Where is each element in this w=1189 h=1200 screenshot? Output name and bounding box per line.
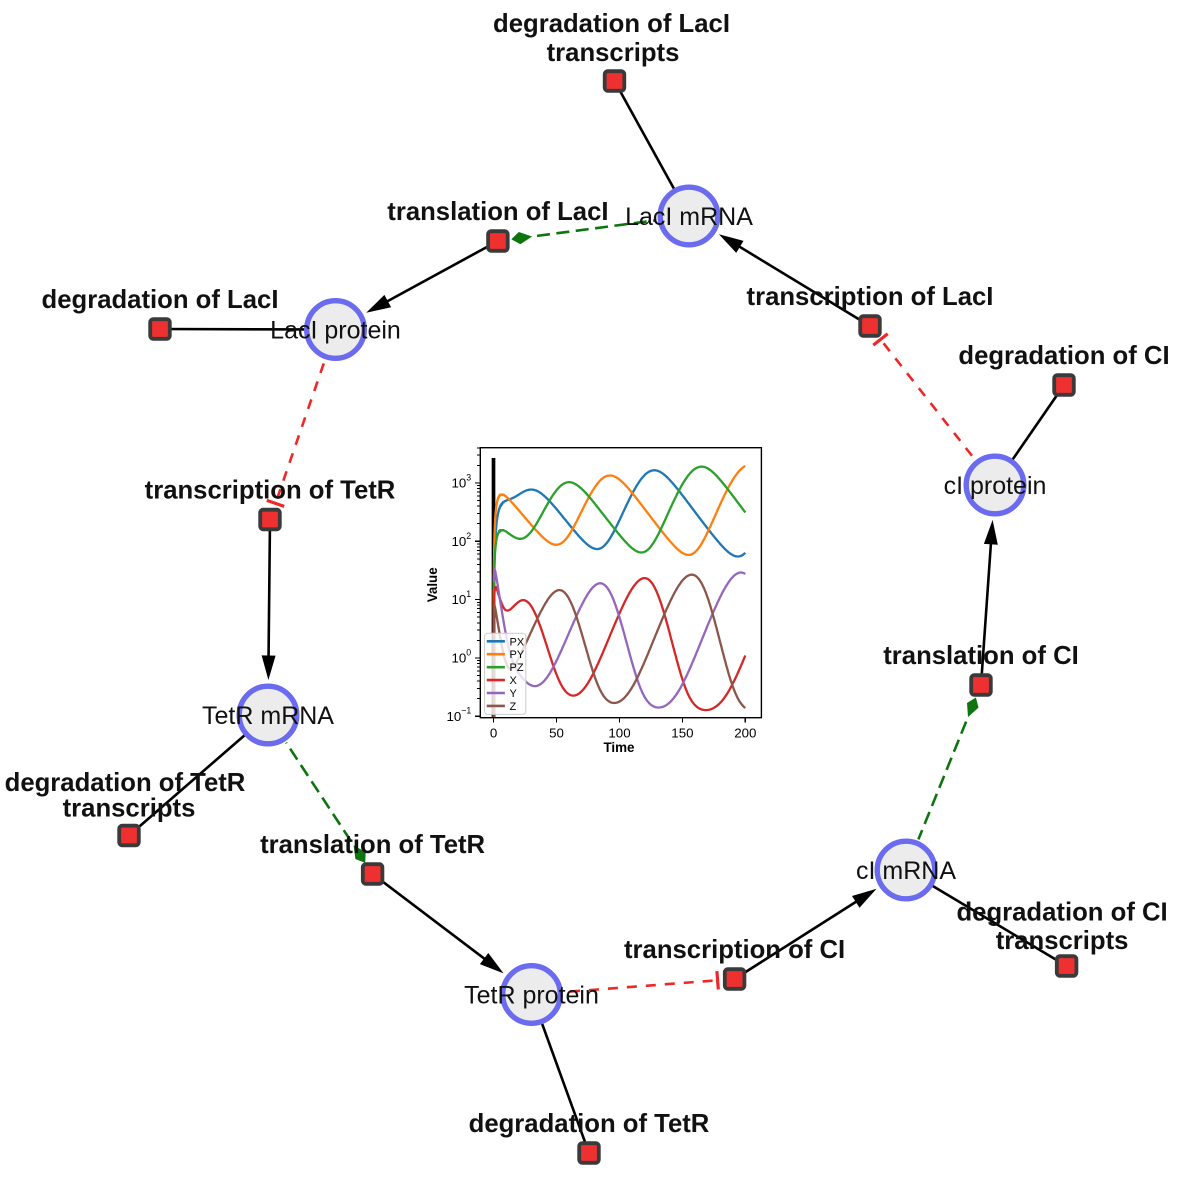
svg-text:LacI mRNA: LacI mRNA [625,203,753,231]
svg-text:3: 3 [466,473,471,483]
svg-text:100: 100 [608,725,630,740]
svg-text:cI protein: cI protein [944,472,1047,500]
svg-text:translation of TetR: translation of TetR [260,831,485,859]
svg-text:Time: Time [603,740,634,755]
svg-text:PZ: PZ [510,662,524,674]
svg-text:degradation of LacI: degradation of LacI [42,286,279,314]
svg-text:transcripts: transcripts [63,795,196,823]
svg-text:TetR mRNA: TetR mRNA [202,702,334,730]
svg-text:TetR protein: TetR protein [464,982,599,1010]
svg-text:10: 10 [452,476,467,491]
svg-text:Value: Value [425,567,440,602]
svg-text:transcripts: transcripts [996,927,1129,955]
svg-text:LacI protein: LacI protein [270,317,401,345]
svg-text:degradation of TetR: degradation of TetR [469,1110,710,1138]
svg-text:translation of LacI: translation of LacI [387,198,608,226]
svg-text:Y: Y [510,688,518,700]
svg-text:150: 150 [671,725,693,740]
svg-text:PY: PY [510,649,525,661]
svg-text:200: 200 [734,725,756,740]
svg-text:0: 0 [490,725,497,740]
svg-text:0: 0 [466,647,471,657]
svg-text:degradation of CI: degradation of CI [956,899,1167,927]
svg-text:10: 10 [447,709,462,724]
svg-text:transcripts: transcripts [547,39,680,67]
svg-text:transcription of TetR: transcription of TetR [145,477,396,505]
svg-text:X: X [510,675,518,687]
svg-text:10: 10 [452,651,467,666]
svg-text:transcription of CI: transcription of CI [624,936,845,964]
svg-text:translation of CI: translation of CI [883,642,1079,670]
svg-text:−1: −1 [461,706,471,716]
svg-text:degradation of LacI: degradation of LacI [493,10,730,38]
svg-text:transcription of LacI: transcription of LacI [747,283,994,311]
svg-text:PX: PX [510,636,525,648]
svg-text:2: 2 [466,531,471,541]
svg-text:Z: Z [510,701,517,713]
svg-text:50: 50 [549,725,564,740]
svg-text:cI mRNA: cI mRNA [856,857,956,885]
svg-text:degradation of TetR: degradation of TetR [5,769,246,797]
svg-text:1: 1 [466,589,471,599]
svg-text:10: 10 [452,534,467,549]
svg-text:degradation of CI: degradation of CI [958,342,1169,370]
svg-text:10: 10 [452,592,467,607]
